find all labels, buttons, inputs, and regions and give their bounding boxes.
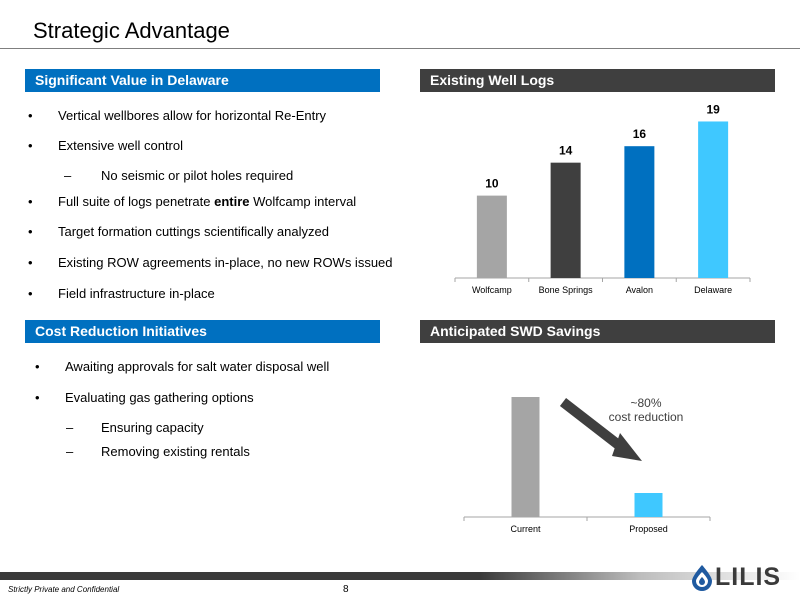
page-title: Strategic Advantage — [33, 18, 230, 43]
category-label: Bone Springs — [539, 285, 594, 295]
category-label: Proposed — [629, 524, 668, 534]
reduction-arrow — [559, 398, 642, 461]
bar — [624, 146, 655, 278]
category-label: Avalon — [626, 285, 653, 295]
data-label: 14 — [559, 144, 573, 158]
bar — [634, 493, 663, 517]
logo-text: LILIS — [715, 563, 782, 591]
savings-annotation-line1: ~80% — [630, 396, 661, 410]
title-divider — [0, 48, 800, 49]
data-label: 16 — [633, 127, 647, 141]
bar — [476, 195, 507, 278]
section-header-swd: Anticipated SWD Savings — [420, 320, 775, 343]
bullet-text-tail: Wolfcamp interval — [249, 194, 357, 209]
section-header-cost: Cost Reduction Initiatives — [25, 320, 380, 343]
bold-word: entire — [214, 194, 250, 209]
bar — [550, 162, 581, 278]
confidential-note: Strictly Private and Confidential — [8, 585, 120, 594]
bullet-text: Full suite of logs penetrate — [58, 194, 215, 209]
category-label: Wolfcamp — [472, 285, 512, 295]
category-label: Current — [510, 524, 541, 534]
bar — [698, 121, 729, 278]
data-label: 19 — [706, 102, 720, 116]
data-label: 10 — [485, 177, 499, 191]
savings-annotation-line2: cost reduction — [609, 410, 684, 424]
section-header-value: Significant Value in Delaware — [25, 69, 380, 92]
page-number: 8 — [343, 584, 349, 595]
section-header-logs: Existing Well Logs — [420, 69, 775, 92]
company-logo: LILIS — [690, 562, 790, 592]
bar — [511, 397, 540, 517]
swd-savings-chart: ~80% cost reduction Current Proposed — [463, 396, 711, 534]
category-label: Delaware — [694, 285, 732, 295]
drop-icon — [692, 565, 712, 591]
well-logs-chart: 10 Wolfcamp 14 Bone Springs 16 Avalon 19 Delawa… — [454, 102, 751, 295]
footer-bar — [0, 572, 800, 580]
